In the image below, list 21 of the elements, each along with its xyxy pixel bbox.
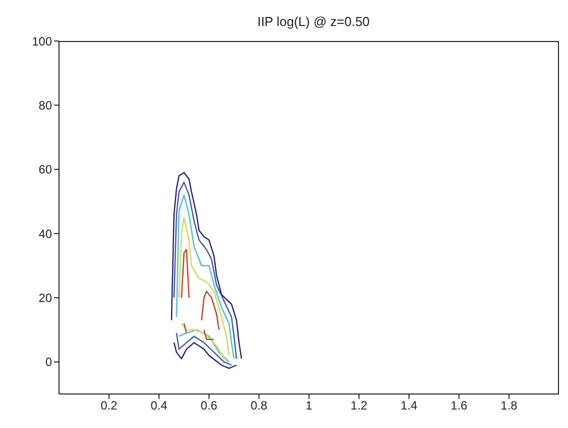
x-tick-label: 1.8	[500, 398, 518, 413]
y-tick-label: 80	[38, 98, 52, 112]
line-series	[173, 342, 238, 369]
x-tick-label: 1.2	[350, 398, 368, 413]
x-tick-label: 1.4	[400, 398, 418, 413]
y-tick-label: 60	[38, 162, 52, 177]
x-tick-label: 1	[306, 398, 313, 413]
x-tick-label: 0.4	[150, 398, 168, 413]
x-tick-label: 0.8	[250, 398, 268, 413]
x-tick-label: 0.2	[100, 398, 118, 413]
line-series	[178, 216, 230, 356]
y-tick-label: 0	[45, 355, 52, 370]
line-series	[200, 290, 220, 330]
line-series	[170, 172, 242, 360]
y-tick-label: 20	[38, 290, 52, 305]
y-tick-label: 100	[32, 34, 52, 48]
line-series	[180, 322, 225, 360]
chart-title: IIP log(L) @ z=0.50	[256, 14, 371, 29]
y-tick-label: 40	[38, 226, 52, 241]
x-tick-label: 0.6	[200, 398, 218, 413]
x-tick-label: 1.6	[450, 398, 468, 413]
